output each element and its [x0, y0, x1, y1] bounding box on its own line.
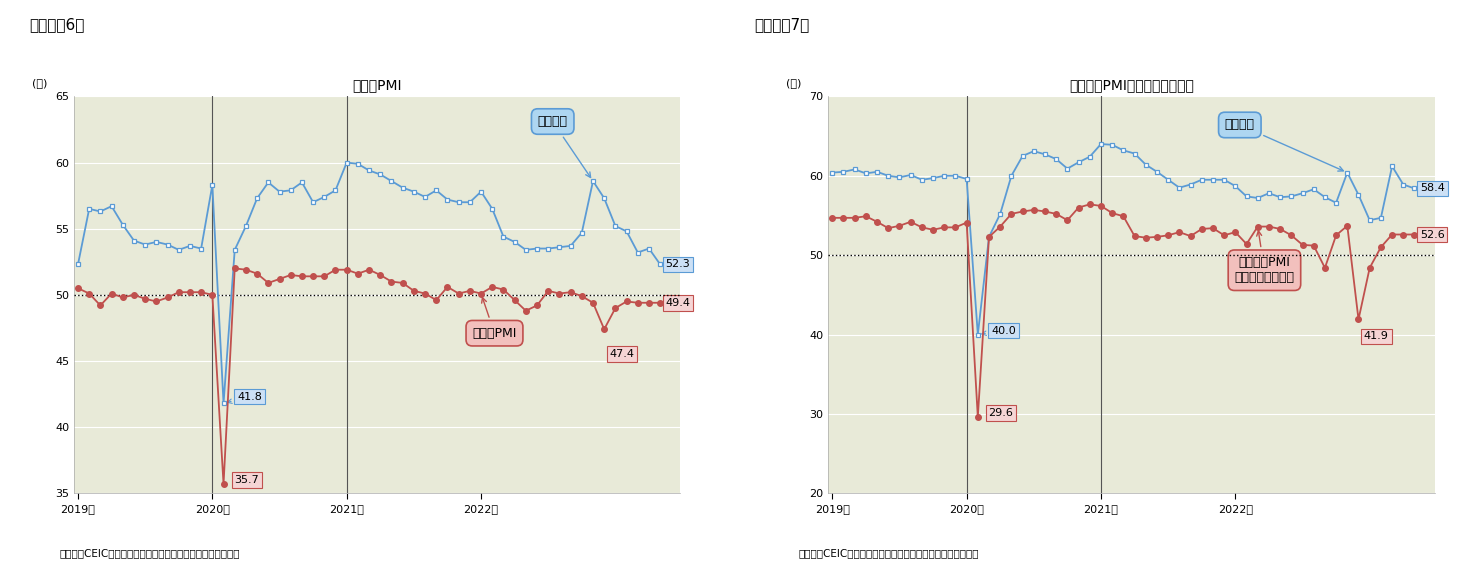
Text: 製造業PMI: 製造業PMI — [472, 298, 516, 340]
Text: 47.4: 47.4 — [609, 349, 634, 359]
Text: （資料）CEIC（出所は中国国家統計局）のデータを元に作成: （資料）CEIC（出所は中国国家統計局）のデータを元に作成 — [59, 548, 240, 558]
Text: （資料）CEIC（出所は中国国家統計局）のデータを元に作成: （資料）CEIC（出所は中国国家統計局）のデータを元に作成 — [799, 548, 979, 558]
Title: 非製造業PMI（商務活動指数）: 非製造業PMI（商務活動指数） — [1069, 78, 1194, 92]
Text: 52.3: 52.3 — [666, 260, 691, 269]
Text: (％): (％) — [31, 78, 47, 88]
Text: (％): (％) — [785, 78, 802, 88]
Text: 41.8: 41.8 — [228, 392, 262, 403]
Text: 52.6: 52.6 — [1420, 230, 1445, 239]
Text: 予想指数: 予想指数 — [538, 115, 590, 177]
Text: 非製造業PMI
（商務活動指数）: 非製造業PMI （商務活動指数） — [1235, 231, 1294, 284]
Text: 29.6: 29.6 — [988, 408, 1013, 418]
Text: 予想指数: 予想指数 — [1225, 119, 1343, 171]
Text: 58.4: 58.4 — [1420, 184, 1445, 193]
Text: 41.9: 41.9 — [1364, 331, 1389, 341]
Title: 製造業PMI: 製造業PMI — [352, 78, 402, 92]
Text: 40.0: 40.0 — [982, 325, 1016, 336]
Text: （図表－6）: （図表－6） — [30, 17, 84, 32]
Text: 35.7: 35.7 — [234, 475, 259, 485]
Text: 49.4: 49.4 — [666, 298, 691, 308]
Text: （図表－7）: （図表－7） — [754, 17, 809, 32]
